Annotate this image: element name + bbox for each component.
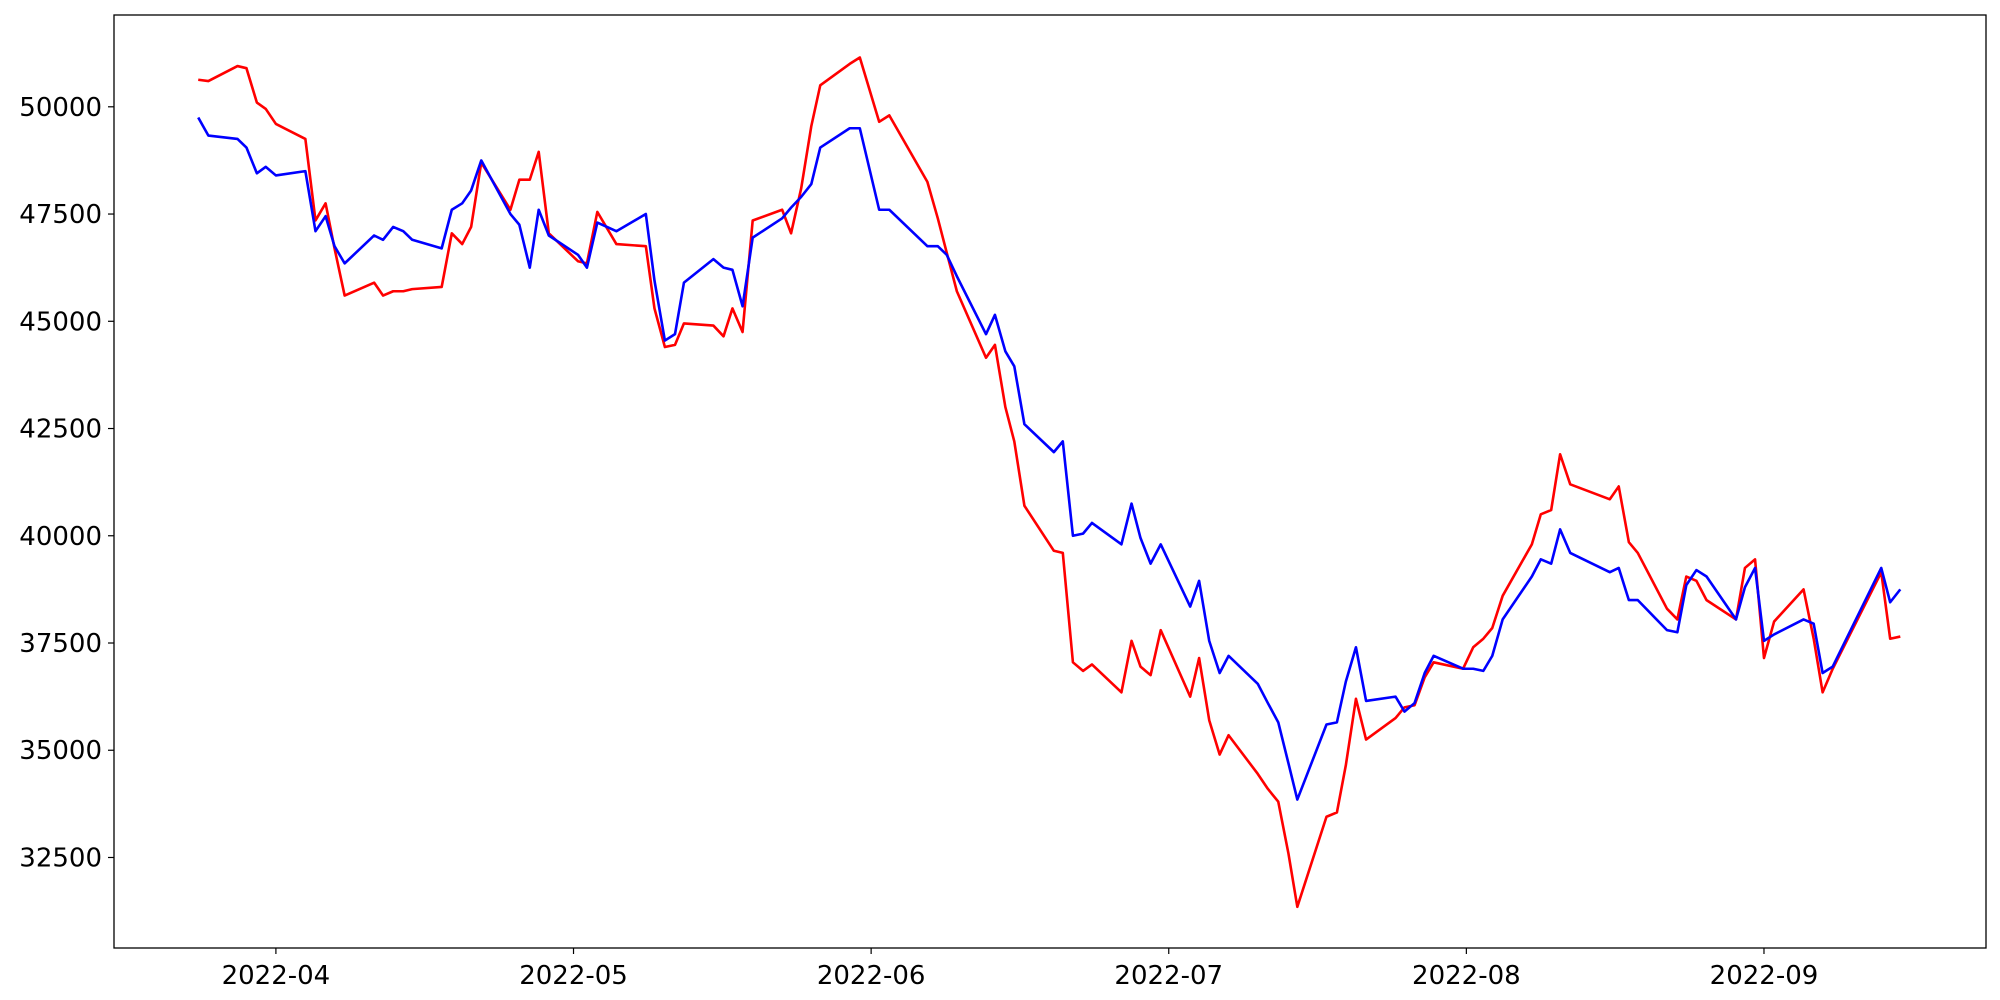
x-tick-label: 2022-04 xyxy=(222,961,331,991)
data-line xyxy=(197,116,1902,801)
y-tick-label: 42500 xyxy=(19,415,102,445)
y-tick-label: 32500 xyxy=(19,843,102,873)
x-tick-label: 2022-07 xyxy=(1114,961,1223,991)
y-tick-label: 40000 xyxy=(19,522,102,552)
y-tick-label: 47500 xyxy=(19,200,102,230)
y-tick-label: 37500 xyxy=(19,629,102,659)
x-tick-label: 2022-06 xyxy=(817,961,926,991)
data-line xyxy=(198,56,1901,909)
x-tick-label: 2022-09 xyxy=(1710,961,1819,991)
x-tick-label: 2022-05 xyxy=(519,961,628,991)
y-tick-label: 45000 xyxy=(19,307,102,337)
y-tick-label: 35000 xyxy=(19,736,102,766)
x-tick-label: 2022-08 xyxy=(1412,961,1521,991)
plot-frame xyxy=(113,14,1987,949)
y-tick-label: 50000 xyxy=(19,93,102,123)
